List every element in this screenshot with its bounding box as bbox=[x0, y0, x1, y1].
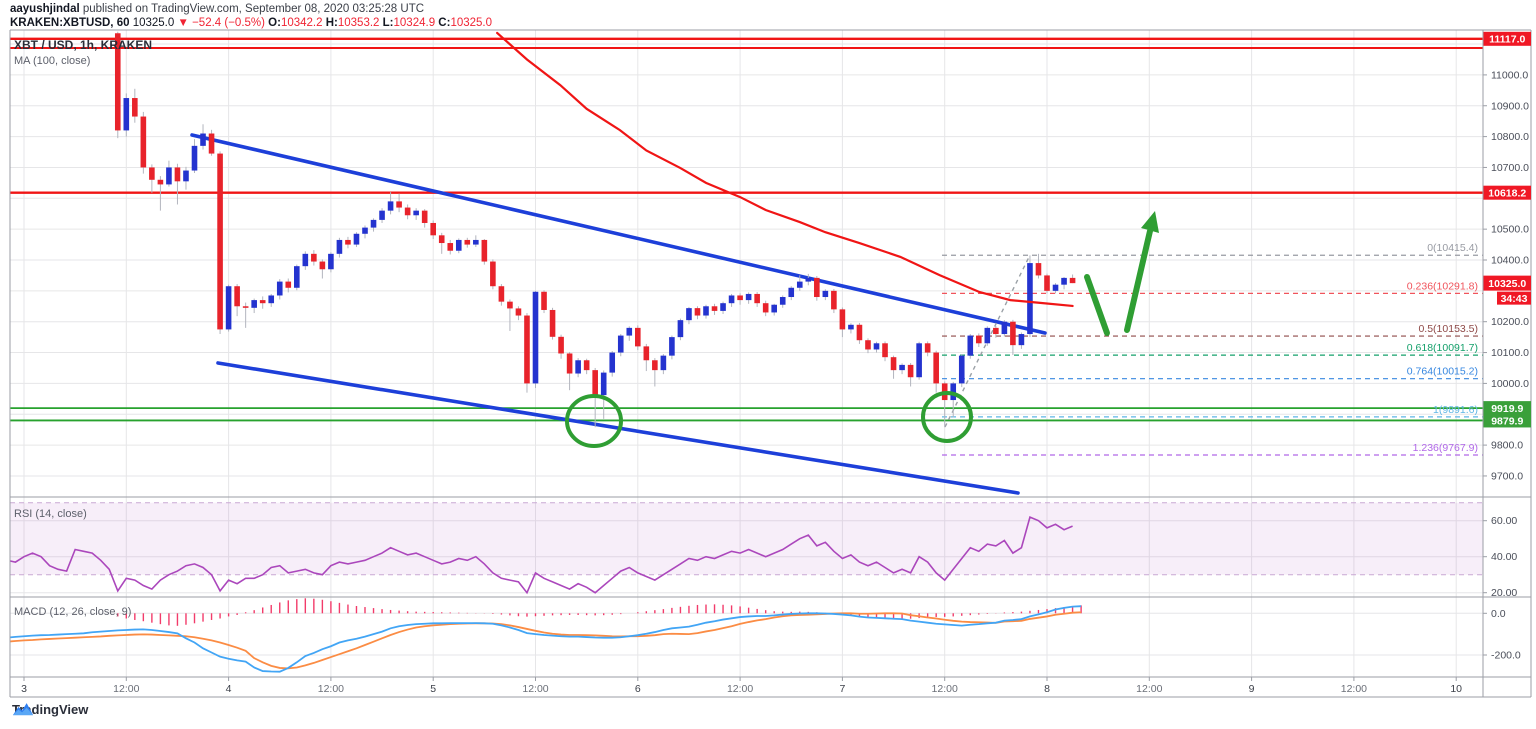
svg-text:10200.0: 10200.0 bbox=[1491, 316, 1529, 328]
svg-text:60.00: 60.00 bbox=[1491, 515, 1517, 527]
symbol-info-bar[interactable]: KRAKEN:XBTUSD, 60 10325.0 ▼ −52.4 (−0.5%… bbox=[10, 16, 492, 30]
highlight-circle bbox=[921, 391, 973, 443]
svg-text:10900.0: 10900.0 bbox=[1491, 100, 1529, 112]
price-badge bbox=[1483, 275, 1531, 291]
svg-text:10325.0: 10325.0 bbox=[1488, 278, 1526, 290]
svg-text:-200.0: -200.0 bbox=[1491, 650, 1521, 662]
time-label: 4 bbox=[226, 683, 232, 695]
annotations bbox=[565, 211, 1159, 448]
time-label: 12:00 bbox=[727, 683, 753, 695]
svg-text:34:43: 34:43 bbox=[1501, 293, 1528, 305]
fib-label: 0.236(10291.8) bbox=[1407, 280, 1478, 292]
highlight-circle bbox=[565, 394, 623, 448]
high-value: 10353.2 bbox=[337, 17, 380, 29]
change-arrow-icon: ▼ bbox=[177, 17, 189, 29]
price-pane bbox=[10, 31, 1483, 495]
svg-text:0.0: 0.0 bbox=[1491, 608, 1506, 620]
price-badge bbox=[1497, 291, 1531, 305]
time-label: 12:00 bbox=[1136, 683, 1162, 695]
macd-signal-line bbox=[10, 611, 1082, 670]
arrow-shaft bbox=[1124, 228, 1153, 333]
fib-label: 0(10415.4) bbox=[1427, 242, 1478, 254]
svg-text:10618.2: 10618.2 bbox=[1488, 187, 1526, 199]
svg-text:11000.0: 11000.0 bbox=[1491, 69, 1528, 81]
price-badge bbox=[1483, 31, 1531, 46]
svg-text:9700.0: 9700.0 bbox=[1491, 470, 1523, 482]
svg-text:10100.0: 10100.0 bbox=[1491, 347, 1529, 359]
svg-text:10400.0: 10400.0 bbox=[1491, 255, 1529, 267]
svg-text:9879.9: 9879.9 bbox=[1491, 415, 1523, 427]
time-label: 12:00 bbox=[932, 683, 958, 695]
panel-frame bbox=[9, 29, 1532, 698]
close-label: C: bbox=[438, 17, 451, 29]
price-axis: 11000.0 10900.0 10800.0 10700.0 10500.0 10400… bbox=[1407, 31, 1531, 662]
time-label: 12:00 bbox=[522, 683, 548, 695]
price-change: −52.4 (−0.5%) bbox=[192, 17, 265, 29]
macd-pane bbox=[10, 598, 1082, 673]
fib-retracement bbox=[942, 254, 1483, 456]
low-value: 10324.9 bbox=[393, 17, 436, 29]
svg-text:10500.0: 10500.0 bbox=[1491, 224, 1529, 236]
time-label: 10 bbox=[1450, 683, 1462, 695]
high-label: H: bbox=[325, 17, 338, 29]
fib-label: 0.5(10153.5) bbox=[1418, 323, 1478, 335]
author-name: aayushjindal bbox=[10, 3, 80, 15]
close-value: 10325.0 bbox=[450, 17, 493, 29]
price-badge bbox=[1483, 185, 1531, 200]
macd-line bbox=[10, 605, 1082, 673]
byline-text: published on TradingView.com, September … bbox=[79, 3, 425, 15]
svg-text:10000.0: 10000.0 bbox=[1491, 378, 1529, 390]
arrow-head bbox=[1141, 211, 1159, 233]
svg-text:40.00: 40.00 bbox=[1491, 551, 1517, 563]
time-label: 12:00 bbox=[318, 683, 344, 695]
gridlines bbox=[10, 30, 1483, 677]
svg-text:11117.0: 11117.0 bbox=[1489, 34, 1525, 46]
time-label: 7 bbox=[839, 683, 845, 695]
ma100-line bbox=[496, 31, 1074, 308]
fib-label: 0.764(10015.2) bbox=[1407, 366, 1478, 378]
time-label: 8 bbox=[1044, 683, 1050, 695]
svg-text:20.00: 20.00 bbox=[1491, 587, 1517, 599]
tradingview-logo[interactable]: TradingView bbox=[12, 702, 88, 717]
time-label: 9 bbox=[1249, 683, 1255, 695]
low-label: L: bbox=[382, 17, 394, 29]
last-price: 10325.0 bbox=[132, 17, 175, 29]
svg-text:10800.0: 10800.0 bbox=[1491, 131, 1529, 143]
fib-label: 0.618(10091.7) bbox=[1407, 342, 1478, 354]
publish-header: aayushjindal published on TradingView.co… bbox=[10, 2, 492, 30]
svg-text:10700.0: 10700.0 bbox=[1491, 162, 1529, 174]
time-axis: 3 12:00 4 12:00 5 12:00 6 12:00 7 12:00 8 12:00 9 12:… bbox=[21, 677, 1462, 695]
open-value: 10342.2 bbox=[280, 17, 323, 29]
rsi-pane bbox=[10, 502, 1483, 595]
price-badge bbox=[1483, 413, 1531, 428]
open-label: O: bbox=[268, 17, 281, 29]
trendline bbox=[190, 133, 1047, 335]
time-label: 12:00 bbox=[1341, 683, 1367, 695]
rsi-line bbox=[10, 516, 1073, 595]
byline: aayushjindal published on TradingView.co… bbox=[10, 2, 492, 16]
price-badge bbox=[1483, 401, 1531, 416]
tradingview-logo-icon bbox=[12, 703, 34, 716]
time-label: 12:00 bbox=[113, 683, 139, 695]
fib-label: 1(9891.6) bbox=[1433, 404, 1478, 416]
arrow-shaft bbox=[1084, 274, 1110, 336]
time-label: 6 bbox=[635, 683, 641, 695]
fib-label: 1.236(9767.9) bbox=[1413, 442, 1478, 454]
time-label: 5 bbox=[430, 683, 436, 695]
svg-text:9919.9: 9919.9 bbox=[1491, 403, 1523, 415]
time-label: 3 bbox=[21, 683, 27, 695]
svg-text:9800.0: 9800.0 bbox=[1491, 440, 1523, 452]
symbol-name[interactable]: KRAKEN:XBTUSD, 60 bbox=[10, 17, 130, 29]
